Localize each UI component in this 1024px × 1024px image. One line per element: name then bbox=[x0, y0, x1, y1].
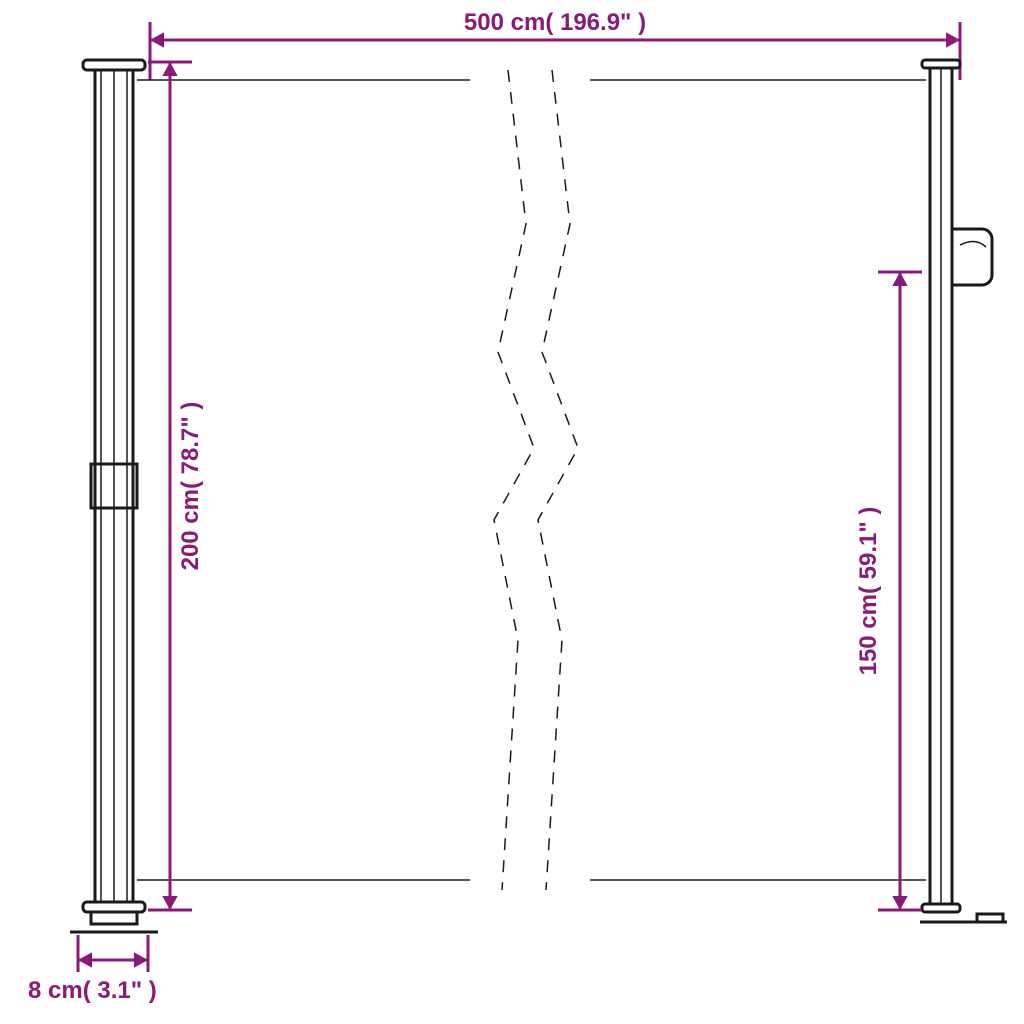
break-line bbox=[538, 70, 578, 890]
break-line bbox=[494, 70, 534, 890]
dim-top-label: 500 cm( 196.9" ) bbox=[464, 9, 646, 36]
dim-h150-label: 150 cm( 59.1" ) bbox=[855, 507, 882, 676]
dim-h200-label: 200 cm( 78.7" ) bbox=[177, 402, 204, 571]
dim-w8-label: 8 cm( 3.1" ) bbox=[28, 977, 157, 1004]
right-pullbar bbox=[922, 60, 1003, 922]
